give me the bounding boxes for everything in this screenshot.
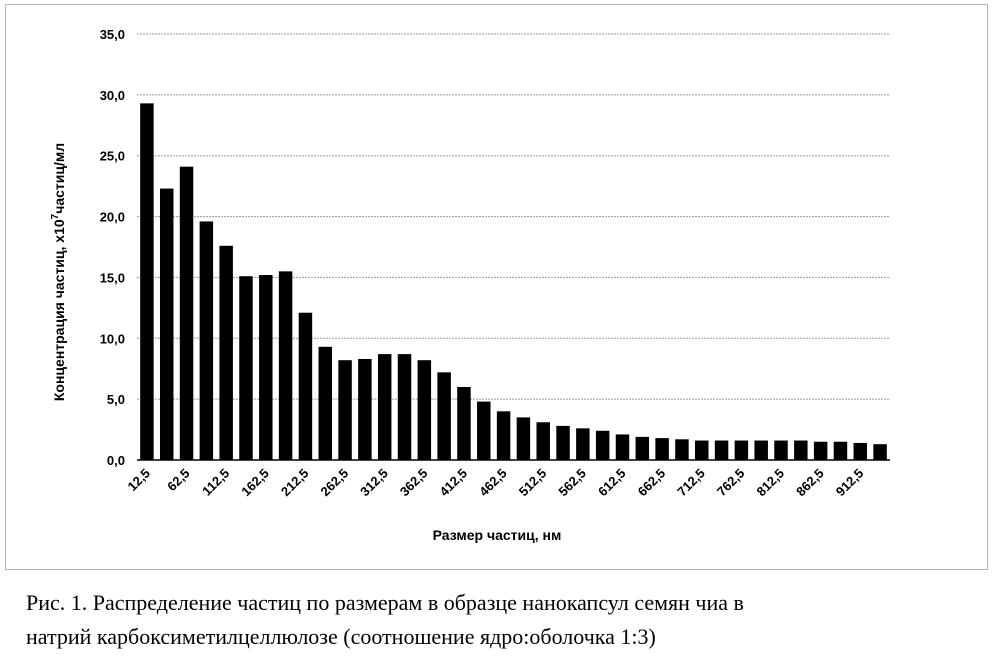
bar bbox=[477, 402, 490, 460]
x-tick-label: 462,5 bbox=[476, 466, 510, 500]
x-tick-label: 312,5 bbox=[357, 466, 391, 500]
y-tick-label: 10,0 bbox=[100, 331, 125, 346]
bar bbox=[873, 444, 886, 460]
x-tick-label: 362,5 bbox=[397, 466, 431, 500]
bar bbox=[358, 359, 371, 460]
bar bbox=[655, 438, 668, 460]
x-tick-labels: 12,5 62,5112,5162,5212,5262,5312,5362,541… bbox=[125, 466, 867, 500]
bar bbox=[616, 434, 629, 460]
x-tick-label: 612,5 bbox=[595, 466, 629, 500]
bar bbox=[596, 431, 609, 460]
y-tick-label: 15,0 bbox=[100, 270, 125, 285]
bar bbox=[754, 441, 767, 460]
x-tick-label: 112,5 bbox=[199, 466, 232, 499]
bar bbox=[636, 437, 649, 460]
bar bbox=[774, 441, 787, 460]
y-tick-label: 35,0 bbox=[100, 27, 125, 42]
bar bbox=[695, 441, 708, 460]
x-tick-label: 662,5 bbox=[635, 466, 669, 500]
x-tick-label: 412,5 bbox=[436, 466, 470, 500]
x-tick-label: 862,5 bbox=[793, 466, 827, 500]
caption-line-2: натрий карбоксиметилцеллюлозе (соотношен… bbox=[26, 620, 991, 654]
bar bbox=[536, 422, 549, 460]
bar bbox=[378, 354, 391, 460]
bar bbox=[834, 442, 847, 460]
x-axis-title: Размер частиц, нм bbox=[433, 527, 562, 543]
bar bbox=[319, 347, 332, 460]
bar bbox=[497, 411, 510, 460]
x-tick-label: 62,5 bbox=[164, 466, 193, 495]
bar bbox=[299, 313, 312, 460]
bar bbox=[814, 442, 827, 460]
x-tick-label: 162,5 bbox=[238, 466, 272, 500]
bar bbox=[517, 417, 530, 460]
bars bbox=[140, 103, 887, 460]
bar bbox=[200, 221, 213, 460]
x-tick-label: 712,5 bbox=[674, 466, 708, 500]
bar-chart: 0,05,010,015,020,025,030,035,0 12,562,51… bbox=[0, 0, 999, 580]
y-tick-labels: 0,0 5,0 10,0 15,0 20,0 25,0 30,0 35,0 bbox=[100, 27, 125, 468]
bar bbox=[219, 246, 232, 460]
bar bbox=[180, 167, 193, 460]
bar bbox=[556, 426, 569, 460]
x-tick-label: 512,5 bbox=[516, 466, 550, 500]
y-axis-title-tail: частиц/мл bbox=[51, 143, 67, 214]
bar bbox=[675, 439, 688, 460]
y-tick-label: 30,0 bbox=[100, 88, 125, 103]
figure-caption: Рис. 1. Распределение частиц по размерам… bbox=[26, 586, 991, 654]
x-tick-label: 262,5 bbox=[318, 466, 352, 500]
bar bbox=[576, 428, 589, 460]
x-tick-label: 912,5 bbox=[833, 466, 867, 500]
y-axis-title-main: Концентрация частиц, х10 bbox=[51, 219, 67, 401]
bar bbox=[418, 360, 431, 460]
y-tick-label: 0,0 bbox=[107, 453, 125, 468]
bar bbox=[140, 103, 153, 460]
x-tick-label: 212,5 bbox=[278, 466, 312, 500]
x-tick-label: 562,5 bbox=[555, 466, 589, 500]
bar bbox=[794, 441, 807, 460]
y-axis-title: Концентрация частиц, х107частиц/мл bbox=[50, 143, 67, 401]
y-tick-label: 25,0 bbox=[100, 149, 125, 164]
y-tick-label: 5,0 bbox=[107, 392, 125, 407]
bar bbox=[398, 354, 411, 460]
bar bbox=[437, 372, 450, 460]
x-tick-label: 762,5 bbox=[714, 466, 748, 500]
bar bbox=[735, 441, 748, 460]
y-tick-label: 20,0 bbox=[100, 210, 125, 225]
bar bbox=[160, 189, 173, 460]
bar bbox=[239, 276, 252, 460]
x-tick-label: 812,5 bbox=[754, 466, 788, 500]
x-tick-label: 12,5 bbox=[125, 466, 154, 495]
bar bbox=[338, 360, 351, 460]
bar bbox=[457, 387, 470, 460]
bar bbox=[259, 275, 272, 460]
caption-line-1: Рис. 1. Распределение частиц по размерам… bbox=[26, 586, 991, 620]
bar bbox=[854, 443, 867, 460]
bar bbox=[279, 271, 292, 460]
bar bbox=[715, 441, 728, 460]
